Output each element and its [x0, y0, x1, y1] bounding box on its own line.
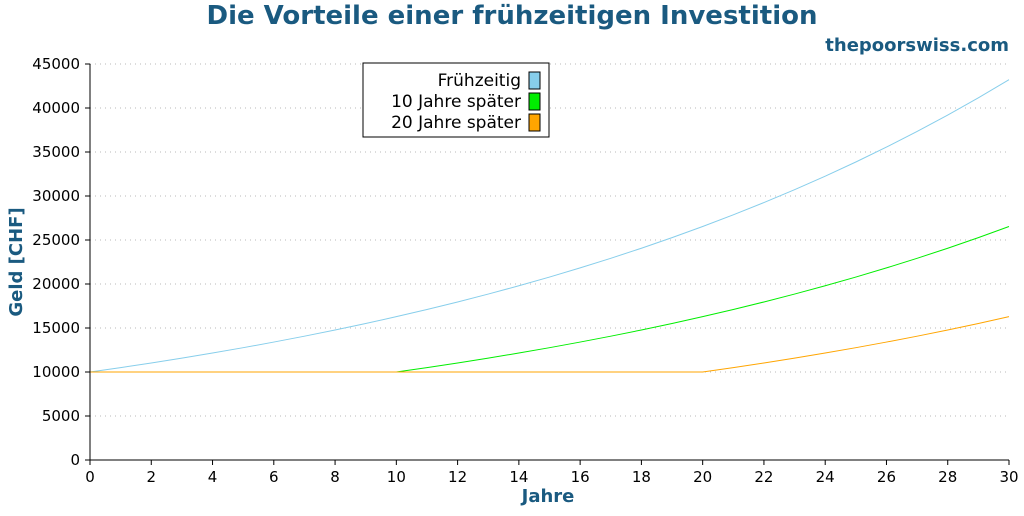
- chart-title: Die Vorteile einer frühzeitigen Investit…: [207, 1, 818, 31]
- y-tick-label: 35000: [32, 143, 80, 161]
- y-tick-label: 20000: [32, 275, 80, 293]
- y-tick-label: 40000: [32, 99, 80, 117]
- x-tick-label: 0: [85, 468, 95, 486]
- x-tick-label: 2: [146, 468, 156, 486]
- x-tick-label: 26: [877, 468, 896, 486]
- legend-label: Frühzeitig: [438, 71, 521, 91]
- x-tick-label: 4: [208, 468, 218, 486]
- legend-swatch: [528, 113, 541, 132]
- legend-label: 20 Jahre später: [391, 113, 521, 133]
- axes: [85, 63, 1010, 465]
- y-tick-label: 10000: [32, 363, 80, 381]
- y-axis-label: Geld [CHF]: [6, 207, 27, 316]
- x-tick-label: 10: [387, 468, 406, 486]
- x-tick-label: 14: [509, 468, 528, 486]
- y-tick-label: 15000: [32, 319, 80, 337]
- x-tick-label: 16: [571, 468, 590, 486]
- legend-swatch: [528, 71, 541, 90]
- y-tick-label: 30000: [32, 187, 80, 205]
- x-tick-label: 6: [269, 468, 279, 486]
- x-tick-label: 22: [754, 468, 773, 486]
- x-tick-label: 30: [999, 468, 1018, 486]
- grid-lines: [90, 63, 1009, 417]
- x-tick-label: 8: [330, 468, 340, 486]
- tick-labels: 0 5000 10000 15000 20000 25000 30000 35000 40000…: [32, 55, 1018, 486]
- x-tick-label: 24: [816, 468, 835, 486]
- series-line: [89, 79, 1010, 373]
- series-layer: [89, 79, 1010, 373]
- legend-label: 10 Jahre später: [391, 92, 521, 112]
- source-label: thepoorswiss.com: [825, 35, 1009, 56]
- x-tick-label: 28: [938, 468, 957, 486]
- y-tick-label: 45000: [32, 55, 80, 73]
- series-line: [90, 316, 1010, 373]
- y-tick-label: 25000: [32, 231, 80, 249]
- y-tick-label: 5000: [42, 407, 80, 425]
- y-tick-label: 0: [70, 451, 80, 469]
- legend-box: [362, 62, 550, 138]
- x-axis-label: Jahre: [520, 486, 575, 507]
- x-tick-label: 20: [693, 468, 712, 486]
- x-tick-label: 12: [448, 468, 467, 486]
- x-tick-label: 18: [632, 468, 651, 486]
- legend-swatch: [528, 92, 541, 111]
